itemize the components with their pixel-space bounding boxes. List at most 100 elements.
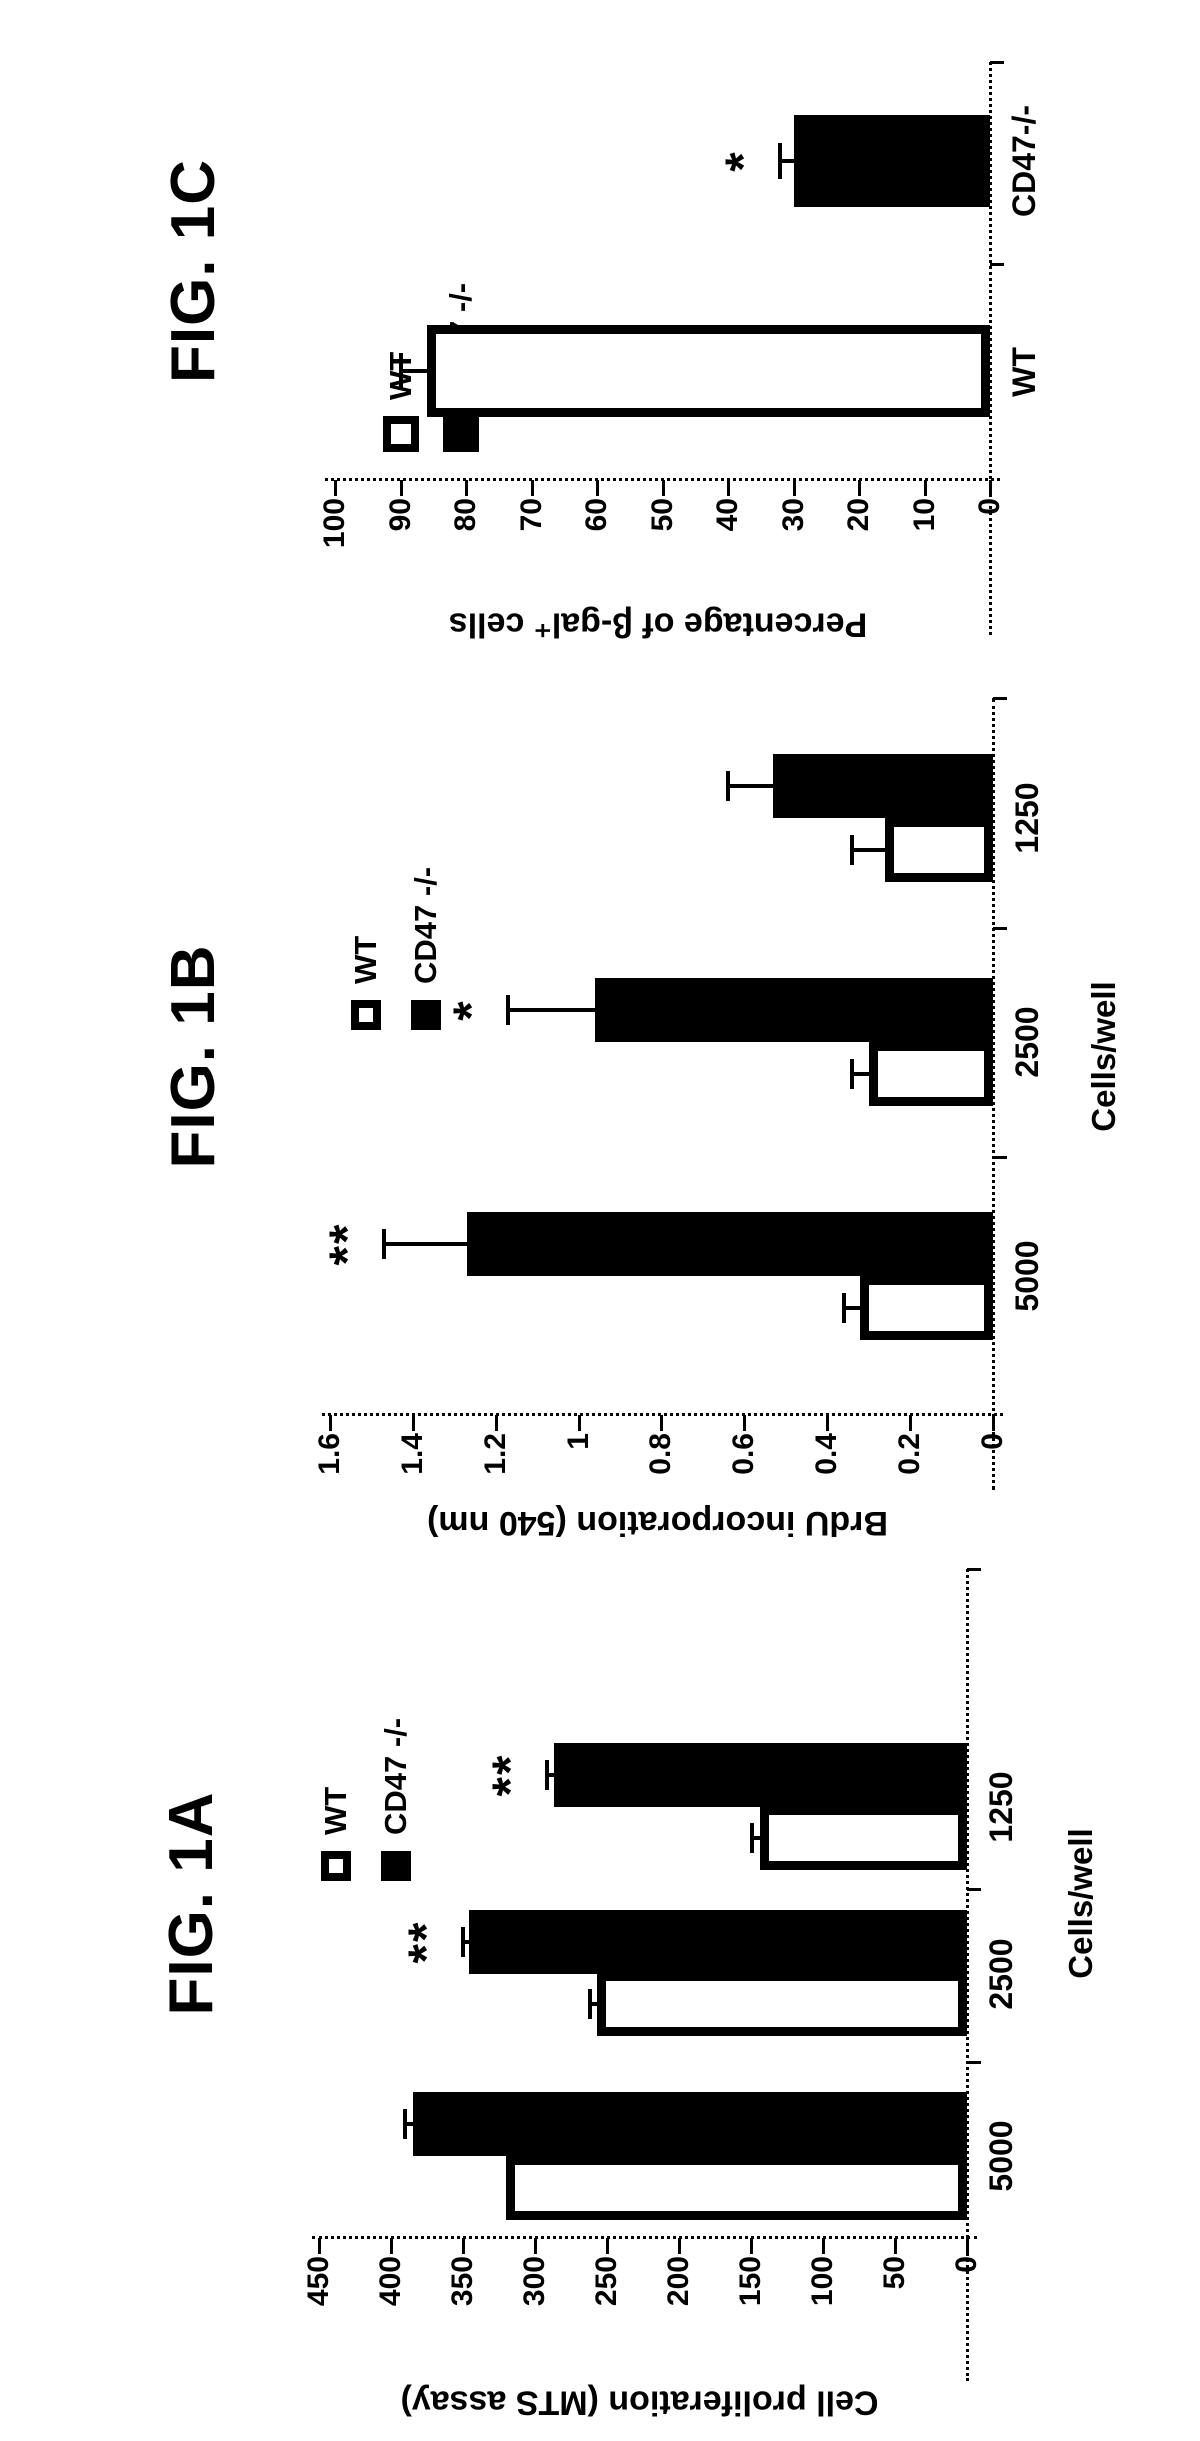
category-axis-tick [990, 263, 1004, 266]
value-axis-tick [411, 1415, 415, 1431]
bar-cd47-1250 [553, 1743, 967, 1807]
error-bar-cap [398, 353, 403, 389]
value-axis-tick [792, 480, 796, 496]
value-axis-tick [727, 480, 730, 496]
value-axis-tick [909, 1415, 913, 1431]
significance-marker: ** [398, 1920, 454, 1964]
bar-wt-wt [426, 325, 990, 417]
value-axis-tick-label: 0.8 [644, 1433, 678, 1475]
value-axis-tick-label: 40 [711, 498, 744, 532]
value-axis-tick-label: 300 [518, 2256, 551, 2307]
value-axis-tick [894, 2238, 897, 2254]
value-axis-tick [465, 480, 468, 496]
significance-marker: * [443, 999, 500, 1021]
error-bar-cap [544, 1760, 549, 1790]
bar-cd47-cd47 [793, 115, 990, 207]
category-axis-tick [993, 697, 1007, 700]
value-axis-tick [750, 2238, 753, 2254]
value-axis-tick [318, 2238, 321, 2254]
value-axis-tick-label: 350 [446, 2256, 479, 2307]
value-axis-tick [462, 2238, 465, 2254]
value-axis-tick [494, 1415, 498, 1431]
value-axis-tick-label: 70 [514, 498, 548, 532]
value-axis-tick-label: 0.2 [893, 1433, 927, 1475]
value-axis-tick-label: 150 [734, 2256, 767, 2307]
value-axis-tick-label: 400 [374, 2256, 407, 2307]
value-axis-tick-label: 50 [645, 498, 679, 532]
bar-cd47-5000 [466, 1212, 993, 1276]
category-label: 1250 [983, 1771, 1019, 1843]
significance-marker: * [715, 150, 772, 172]
value-axis-tick-label: 0 [976, 1433, 1009, 1450]
value-axis-tick [530, 480, 534, 496]
value-axis-tick [678, 2238, 681, 2254]
figure-panel-1c: FIG. 1C WT CD47 -/- Percentage of β-gal⁺… [0, 20, 1200, 680]
value-axis-tick-label: 80 [449, 498, 482, 532]
chart-fig-1c: FIG. 1C WT CD47 -/- Percentage of β-gal⁺… [0, 20, 1200, 680]
error-bar-cap [750, 1823, 755, 1853]
value-axis-tick [606, 2238, 609, 2254]
bar-cd47-2500 [595, 978, 993, 1042]
figure-panel-1a: FIG. 1A WT CD47 -/- Cell proliferation (… [0, 1560, 1200, 2441]
error-bar-cap [725, 771, 730, 801]
value-axis-tick-label: 100 [806, 2256, 839, 2307]
value-axis-tick [743, 1415, 747, 1431]
bar-cd47-1250 [773, 754, 993, 818]
significance-marker: ** [481, 1753, 538, 1797]
value-axis-line [312, 2236, 977, 2239]
value-axis-tick [822, 2238, 825, 2254]
value-axis-tick-label: 20 [842, 498, 875, 532]
bar-wt-5000 [506, 2156, 967, 2220]
value-axis-tick-label: 0.6 [727, 1433, 761, 1475]
category-label: 5000 [1009, 1240, 1045, 1312]
value-axis-tick-label: 0 [950, 2256, 983, 2273]
error-bar-cap [461, 1927, 465, 1957]
value-axis-tick-label: 30 [776, 498, 810, 532]
chart-fig-1b: FIG. 1B WT CD47 -/- BrdU incorporation (… [0, 680, 1200, 1560]
value-axis-tick [966, 2238, 969, 2254]
value-axis-tick-label: 1.2 [478, 1433, 512, 1475]
error-bar [405, 2122, 421, 2126]
plot-area: 0 50 100 150 200 250 300 350 400 450 ** ** 5000 2500 1… [0, 1560, 1200, 2441]
category-label: 1250 [1009, 782, 1045, 854]
category-axis-tick [993, 927, 1007, 930]
error-bar-cap [841, 1293, 846, 1323]
error-bar-cap [403, 2109, 408, 2139]
value-axis-tick-label: 1 [561, 1433, 595, 1450]
value-axis-tick-label: 10 [907, 498, 941, 532]
bar-wt-1250 [885, 818, 993, 882]
figure-panel-1b: FIG. 1B WT CD47 -/- BrdU incorporation (… [0, 680, 1200, 1560]
error-bar [463, 1940, 477, 1944]
value-axis-tick [577, 1415, 581, 1431]
value-axis-tick [328, 1415, 332, 1431]
bar-cd47-5000 [412, 2092, 967, 2156]
error-bar [383, 1242, 475, 1246]
category-axis-tick [993, 1156, 1007, 1159]
value-axis-tick-label: 50 [878, 2256, 911, 2290]
value-axis-tick [660, 1415, 664, 1431]
error-bar-cap [381, 1229, 386, 1259]
bar-wt-1250 [759, 1806, 967, 1870]
category-axis-tick [967, 2061, 981, 2064]
bar-wt-2500 [596, 1972, 967, 2036]
error-bar [508, 1008, 604, 1012]
value-axis-tick [334, 480, 337, 496]
value-axis-tick-label: 200 [662, 2256, 695, 2307]
category-axis-tick [990, 61, 1004, 64]
bar-wt-2500 [868, 1042, 993, 1106]
value-axis-tick [390, 2238, 393, 2254]
value-axis-tick [923, 480, 927, 496]
value-axis-tick-label: 250 [590, 2256, 623, 2307]
category-label: 2500 [1009, 1006, 1045, 1078]
bar-cd47-2500 [468, 1910, 967, 1974]
category-label: CD47-/- [1006, 105, 1042, 218]
chart-fig-1a: FIG. 1A WT CD47 -/- Cell proliferation (… [0, 1560, 1200, 2441]
value-axis-tick [992, 1415, 995, 1431]
value-axis-tick-label: 1.4 [395, 1433, 429, 1475]
value-axis-tick-label: 0.4 [810, 1433, 844, 1475]
error-bar [780, 159, 802, 163]
category-label: WT [1006, 347, 1042, 397]
error-bar-cap [587, 1989, 592, 2019]
error-bar-cap [506, 995, 511, 1025]
